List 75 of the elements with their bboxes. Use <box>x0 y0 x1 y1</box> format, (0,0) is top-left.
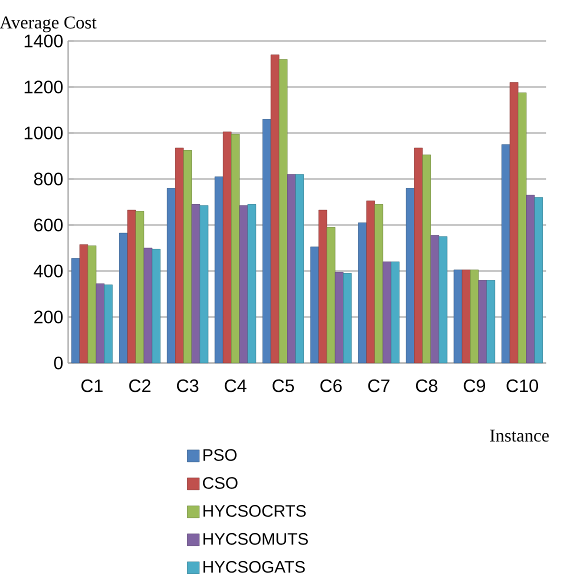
bar <box>510 82 518 364</box>
bar <box>382 262 392 364</box>
y-tick-label: 600 <box>34 218 63 232</box>
bar <box>358 222 367 364</box>
bar <box>518 92 527 364</box>
bar <box>192 204 200 364</box>
y-tick-label: 400 <box>34 264 63 278</box>
bar <box>80 244 88 364</box>
bar <box>478 280 487 364</box>
bar <box>119 232 128 364</box>
y-tick-label: 800 <box>34 172 63 186</box>
legend-label: HYCSOMUTS <box>204 533 308 545</box>
y-tick-label: 1000 <box>24 126 63 140</box>
bar <box>462 270 471 364</box>
bar <box>374 204 384 364</box>
legend-label: HYCSOGATS <box>204 560 305 573</box>
bar <box>104 284 113 364</box>
bar <box>270 54 280 364</box>
bar <box>248 204 256 364</box>
bar <box>88 245 96 364</box>
x-tick-label: C1 <box>81 379 103 392</box>
bar <box>454 270 462 364</box>
bar <box>534 197 543 364</box>
bar <box>334 272 344 364</box>
bar <box>175 148 184 364</box>
x-tick-label: C2 <box>129 379 150 392</box>
legend-label: PSO <box>204 449 237 461</box>
bar <box>152 248 161 364</box>
y-tick-label: 0 <box>54 356 63 370</box>
bar <box>278 59 288 364</box>
y-tick-label: 200 <box>34 310 63 324</box>
bar <box>390 262 400 364</box>
bar <box>295 174 304 364</box>
bar <box>166 188 176 364</box>
y-axis-title: Average Cost <box>0 16 97 32</box>
bar <box>262 118 272 364</box>
x-tick-label: C6 <box>320 379 342 392</box>
bar <box>422 154 431 364</box>
bar <box>287 174 296 364</box>
bar <box>470 270 479 364</box>
bar <box>127 210 136 364</box>
bar <box>343 273 352 364</box>
bar <box>366 200 375 364</box>
x-tick-label: C5 <box>272 379 294 392</box>
bar <box>144 248 152 364</box>
bar <box>231 134 240 364</box>
bar <box>71 258 80 364</box>
bar <box>430 235 440 364</box>
x-axis-title: Instance <box>490 430 549 442</box>
bar <box>318 210 328 364</box>
bar <box>406 188 415 364</box>
bar <box>326 227 336 364</box>
y-tick-label: 1200 <box>24 80 63 94</box>
bar <box>414 148 423 364</box>
bar <box>96 283 105 364</box>
bar <box>526 194 535 364</box>
x-tick-label: C3 <box>177 379 198 392</box>
bar <box>214 176 224 364</box>
x-tick-label: C10 <box>506 379 538 392</box>
bar <box>438 236 448 364</box>
bar <box>183 150 192 364</box>
legend-label: HYCSOCRTS <box>204 505 306 517</box>
x-tick-label: C4 <box>224 379 246 392</box>
bar <box>239 205 248 364</box>
bar <box>136 210 144 364</box>
y-tick-label: 1400 <box>24 34 63 48</box>
bar <box>222 132 232 364</box>
bar <box>310 246 319 364</box>
bar <box>502 144 510 364</box>
x-tick-label: C7 <box>368 379 390 392</box>
legend-label: CSO <box>203 477 238 489</box>
x-tick-label: C9 <box>464 379 486 392</box>
bar <box>200 205 208 364</box>
bar <box>486 280 496 364</box>
x-tick-label: C8 <box>416 379 438 392</box>
